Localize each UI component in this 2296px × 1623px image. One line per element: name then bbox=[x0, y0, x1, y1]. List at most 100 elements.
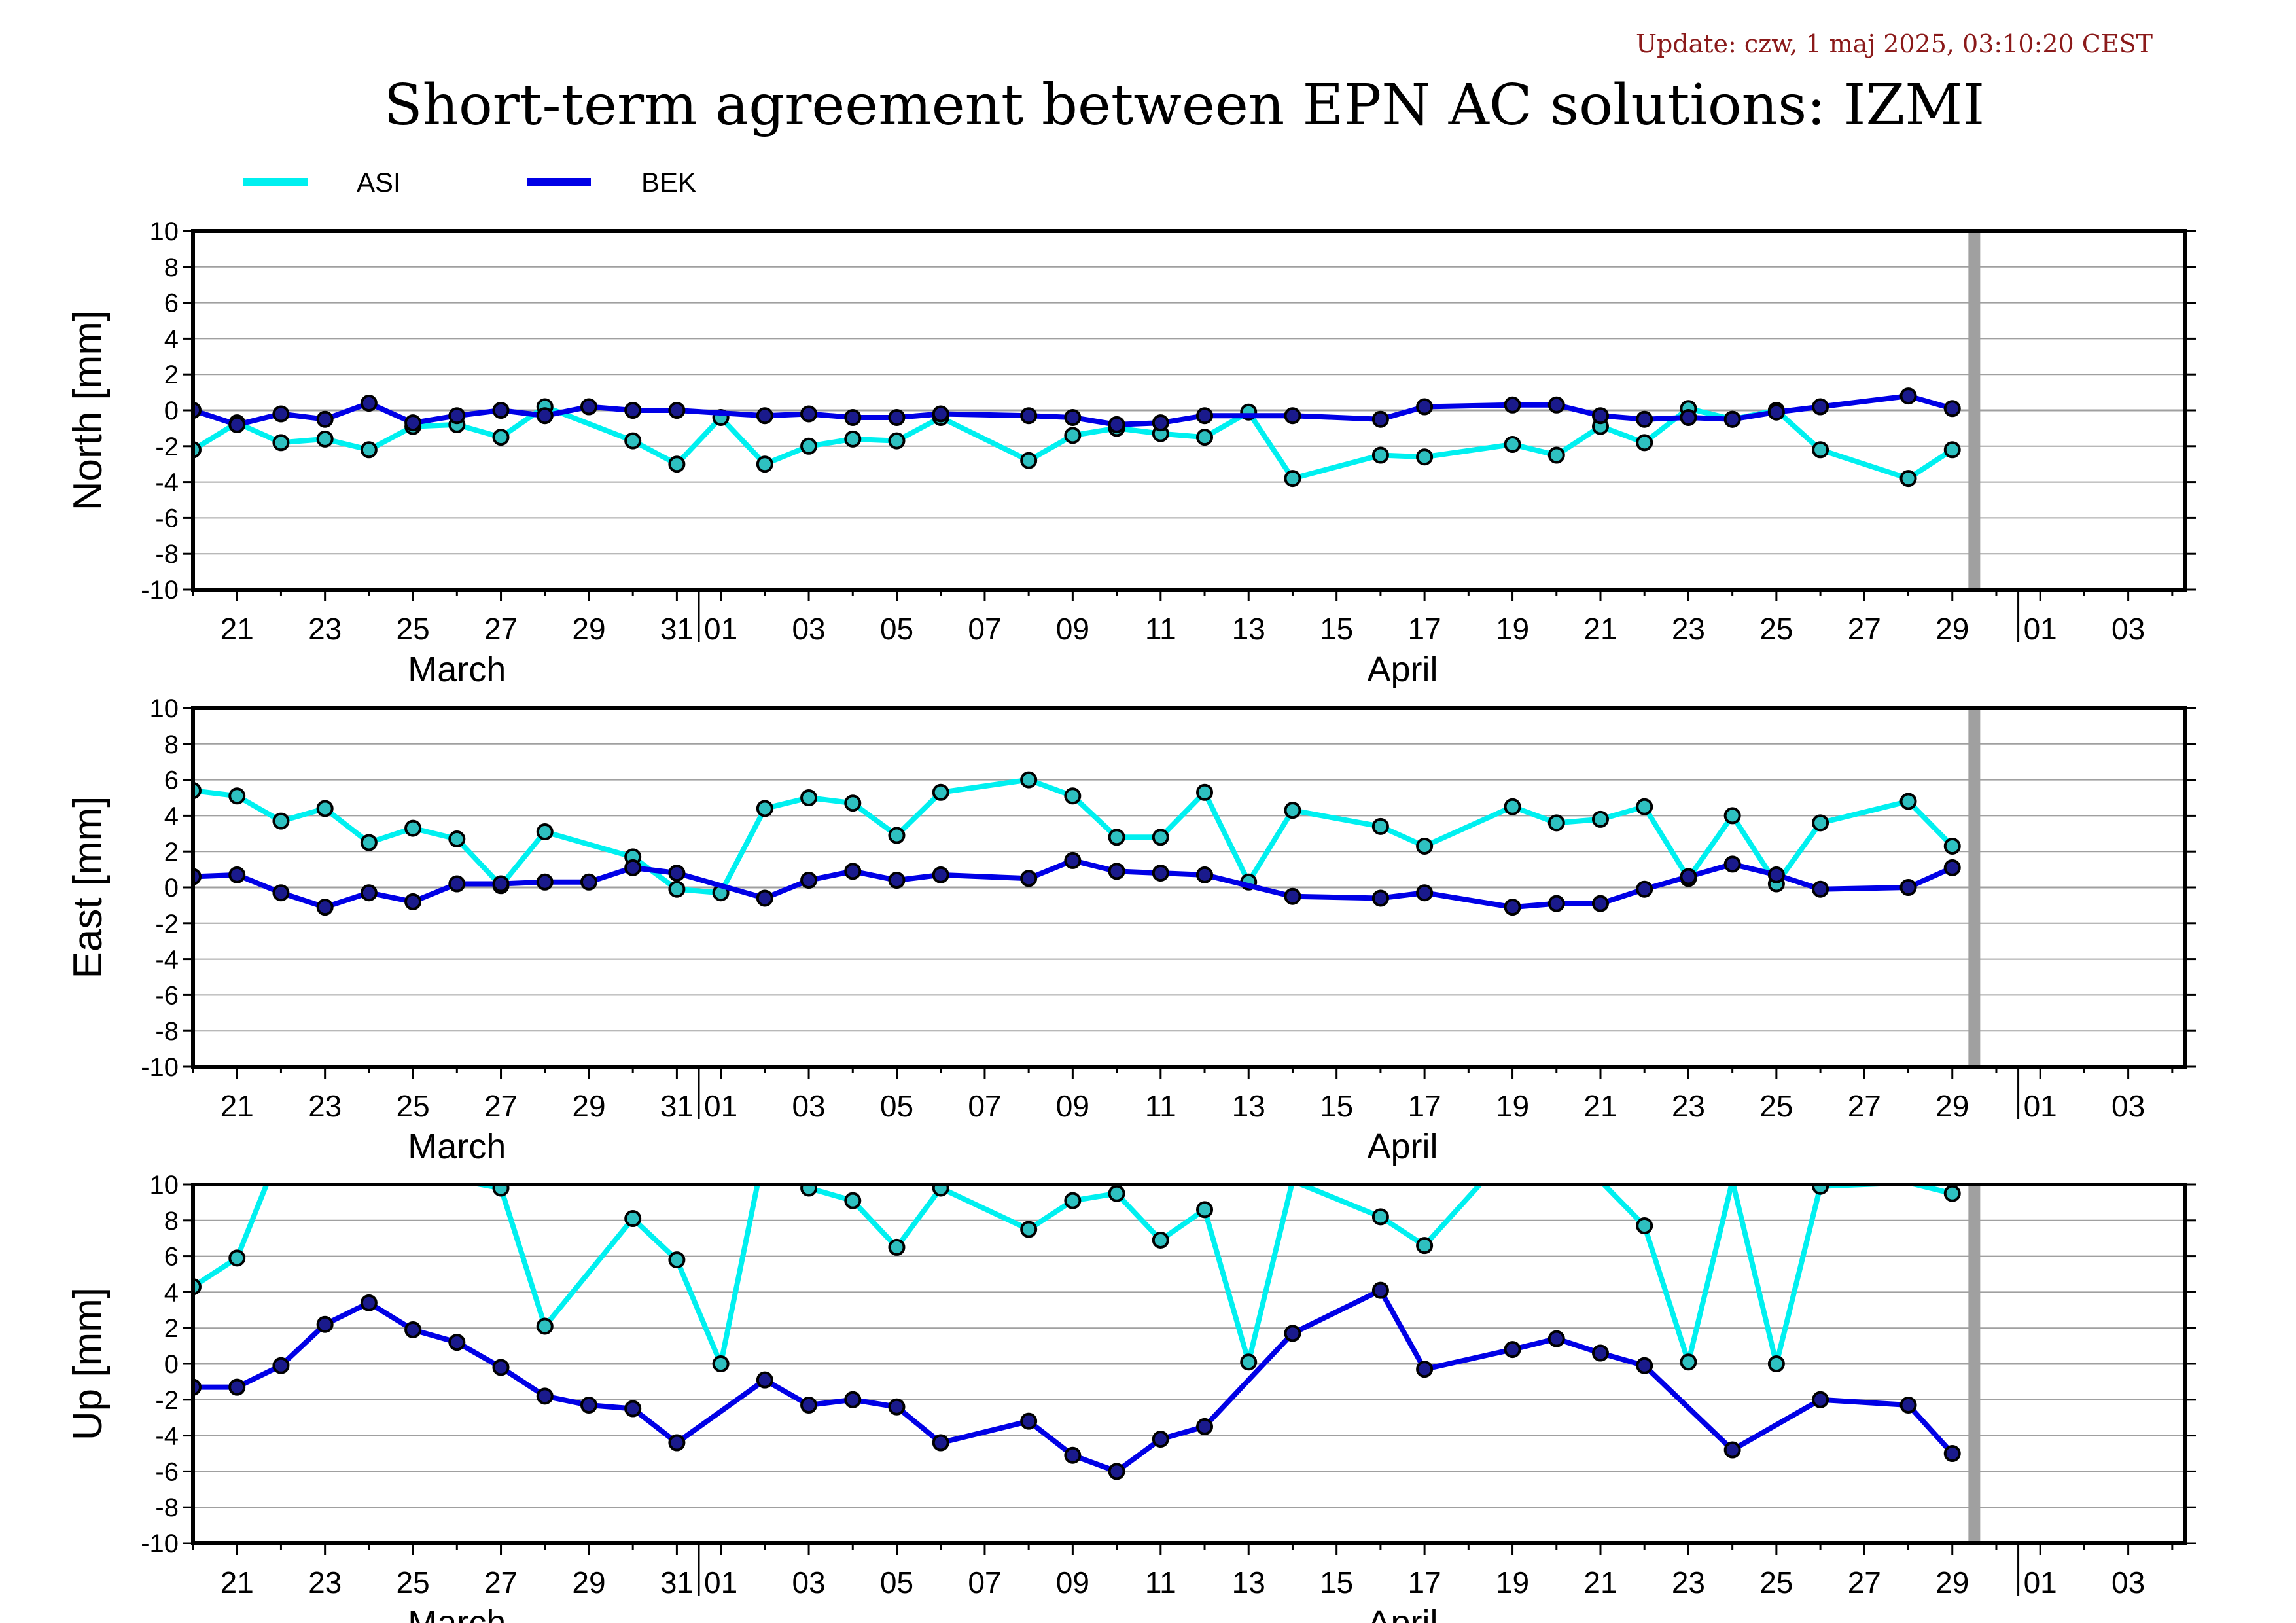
legend-label-bek: BEK bbox=[641, 167, 696, 198]
legend: ASI BEK bbox=[243, 167, 696, 198]
data-point-bek bbox=[404, 414, 422, 432]
y-tick-label: 4 bbox=[164, 802, 179, 830]
data-point-bek bbox=[668, 865, 686, 882]
x-tick-label: 29 bbox=[572, 1089, 605, 1123]
x-tick-label: 13 bbox=[1232, 612, 1265, 646]
data-point-asi bbox=[624, 432, 642, 450]
data-point-bek bbox=[1371, 410, 1389, 428]
month-label: March bbox=[408, 650, 506, 689]
data-point-bek bbox=[1547, 895, 1565, 912]
data-point-asi bbox=[536, 1317, 554, 1335]
x-tick-label: 25 bbox=[1759, 1565, 1793, 1599]
data-point-asi bbox=[536, 823, 554, 841]
x-tick-label: 03 bbox=[2111, 1089, 2145, 1123]
data-point-asi bbox=[844, 430, 862, 448]
data-point-asi bbox=[1152, 1231, 1169, 1249]
x-tick-label: 03 bbox=[792, 1565, 825, 1599]
data-point-asi bbox=[228, 1249, 246, 1267]
data-point-asi bbox=[1108, 829, 1125, 846]
x-tick-label: 27 bbox=[484, 612, 518, 646]
x-tick-label: 07 bbox=[968, 612, 1001, 646]
data-point-bek bbox=[492, 875, 510, 893]
data-point-asi bbox=[1284, 802, 1301, 819]
data-point-bek bbox=[272, 884, 290, 902]
data-point-bek bbox=[1504, 899, 1521, 916]
y-tick-label: 8 bbox=[164, 1207, 179, 1236]
data-point-bek bbox=[1416, 1361, 1434, 1378]
y-tick-label: -10 bbox=[141, 1529, 179, 1558]
data-point-bek bbox=[360, 884, 378, 902]
data-point-asi bbox=[1284, 470, 1301, 488]
data-point-asi bbox=[668, 880, 686, 898]
data-point-bek bbox=[536, 873, 554, 891]
x-tick-label: 09 bbox=[1056, 1089, 1089, 1123]
data-point-bek bbox=[1196, 866, 1214, 883]
y-tick-label: 4 bbox=[164, 325, 179, 353]
data-point-bek bbox=[1108, 863, 1125, 880]
data-point-asi bbox=[1371, 446, 1389, 464]
y-tick-label: 8 bbox=[164, 730, 179, 759]
data-point-bek bbox=[1636, 410, 1653, 428]
x-tick-label: 29 bbox=[1935, 1089, 1969, 1123]
x-tick-label: 21 bbox=[1583, 1565, 1617, 1599]
data-point-bek bbox=[844, 863, 862, 880]
y-tick-label: -8 bbox=[155, 1493, 179, 1522]
data-point-asi bbox=[844, 794, 862, 812]
data-point-bek bbox=[448, 875, 466, 893]
x-tick-label: 09 bbox=[1056, 612, 1089, 646]
data-point-asi bbox=[228, 787, 246, 805]
data-point-asi bbox=[712, 1355, 730, 1372]
x-tick-label: 17 bbox=[1408, 612, 1441, 646]
data-point-bek bbox=[1371, 1281, 1389, 1299]
data-point-bek bbox=[1504, 396, 1521, 414]
x-tick-label: 27 bbox=[484, 1089, 518, 1123]
data-point-asi bbox=[1680, 1353, 1697, 1371]
y-tick-label: 6 bbox=[164, 289, 179, 318]
month-label: April bbox=[1367, 1603, 1438, 1623]
data-point-asi bbox=[1636, 434, 1653, 452]
month-label: April bbox=[1367, 650, 1438, 689]
data-point-bek bbox=[1547, 396, 1565, 414]
data-point-asi bbox=[1723, 807, 1741, 825]
x-tick-label: 01 bbox=[704, 1565, 737, 1599]
x-tick-label: 15 bbox=[1320, 1565, 1353, 1599]
x-tick-label: 11 bbox=[1145, 1565, 1176, 1599]
x-tick-label: 13 bbox=[1232, 1089, 1265, 1123]
data-point-asi bbox=[1196, 783, 1214, 801]
x-tick-label: 27 bbox=[1848, 1565, 1881, 1599]
data-point-asi bbox=[888, 432, 906, 450]
data-point-asi bbox=[1240, 1353, 1258, 1371]
data-point-asi bbox=[888, 1238, 906, 1256]
data-point-bek bbox=[1723, 855, 1741, 873]
y-axis-label: Up [mm] bbox=[65, 1287, 111, 1440]
x-tick-label: 07 bbox=[968, 1089, 1001, 1123]
data-point-bek bbox=[1020, 870, 1038, 887]
data-point-bek bbox=[1812, 880, 1829, 898]
data-point-asi bbox=[272, 812, 290, 830]
data-point-bek bbox=[1371, 889, 1389, 907]
data-point-asi bbox=[1108, 1185, 1125, 1202]
data-point-bek bbox=[1899, 387, 1917, 405]
data-point-bek bbox=[1591, 1344, 1609, 1362]
data-point-asi bbox=[668, 1251, 686, 1269]
data-point-asi bbox=[1416, 448, 1434, 466]
data-point-bek bbox=[1723, 410, 1741, 428]
data-point-asi bbox=[668, 455, 686, 473]
data-point-bek bbox=[316, 899, 334, 916]
x-tick-label: 21 bbox=[221, 612, 254, 646]
x-tick-label: 05 bbox=[880, 1565, 913, 1599]
x-tick-label: 27 bbox=[1848, 1089, 1881, 1123]
month-label: April bbox=[1367, 1127, 1438, 1166]
data-point-bek bbox=[1152, 1431, 1169, 1448]
data-point-bek bbox=[1196, 1418, 1214, 1435]
x-tick-label: 17 bbox=[1408, 1089, 1441, 1123]
x-tick-label: 29 bbox=[572, 1565, 605, 1599]
x-tick-label: 01 bbox=[2024, 1089, 2057, 1123]
data-point-asi bbox=[1943, 837, 1961, 855]
data-point-asi bbox=[932, 1185, 949, 1197]
y-tick-label: 0 bbox=[164, 1350, 179, 1379]
data-point-bek bbox=[1943, 859, 1961, 876]
data-end-bar bbox=[1968, 708, 1981, 1067]
x-tick-label: 23 bbox=[308, 1089, 342, 1123]
data-point-asi bbox=[1899, 470, 1917, 488]
